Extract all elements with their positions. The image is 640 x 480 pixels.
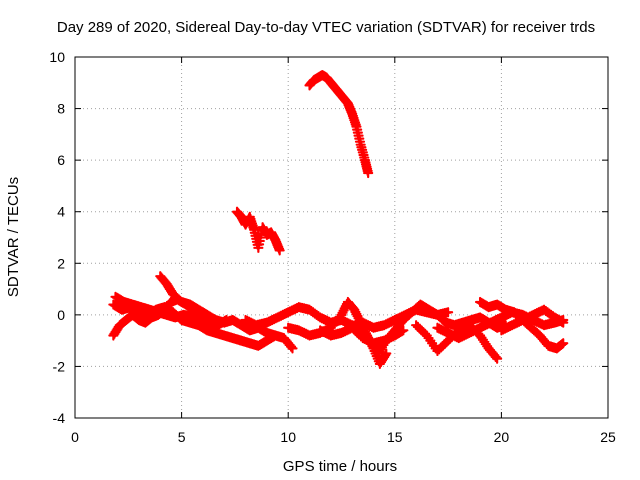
x-tick-label: 15 <box>387 429 403 445</box>
data-point-markers <box>474 296 569 354</box>
data-point-markers <box>496 304 569 336</box>
y-tick-label: -2 <box>53 358 66 374</box>
x-tick-label: 10 <box>280 429 296 445</box>
y-tick-label: 4 <box>57 204 65 220</box>
plot-frame <box>74 56 609 419</box>
data-point-markers <box>304 69 374 179</box>
y-tick-label: 0 <box>57 307 65 323</box>
y-tick-label: 10 <box>49 49 65 65</box>
x-tick-label: 0 <box>71 429 79 445</box>
x-axis-label: GPS time / hours <box>283 458 397 475</box>
y-tick-label: 6 <box>57 152 65 168</box>
series-track-1 <box>304 69 374 179</box>
series-track-11 <box>357 304 454 333</box>
x-tick-label: 5 <box>178 429 186 445</box>
axis-ticks: 0 5 10 15 20 25 -4 -2 0 2 4 6 8 10 <box>49 49 616 445</box>
y-tick-label: 8 <box>57 101 65 117</box>
data-point-markers <box>357 304 454 333</box>
x-tick-label: 20 <box>494 429 510 445</box>
data-series <box>108 69 569 369</box>
data-point-markers <box>110 291 232 333</box>
x-tick-label: 25 <box>600 429 616 445</box>
data-point-markers <box>231 206 285 256</box>
chart-title: Day 289 of 2020, Sidereal Day-to-day VTE… <box>57 19 595 36</box>
series-track-15 <box>496 304 569 336</box>
y-tick-label: 2 <box>57 255 65 271</box>
y-tick-label: -4 <box>53 410 66 426</box>
series-track-6 <box>110 291 232 333</box>
y-axis-label: SDTVAR / TECUs <box>5 177 22 297</box>
grid <box>75 57 608 418</box>
series-track-2 <box>231 206 285 256</box>
series-track-14 <box>474 296 569 354</box>
